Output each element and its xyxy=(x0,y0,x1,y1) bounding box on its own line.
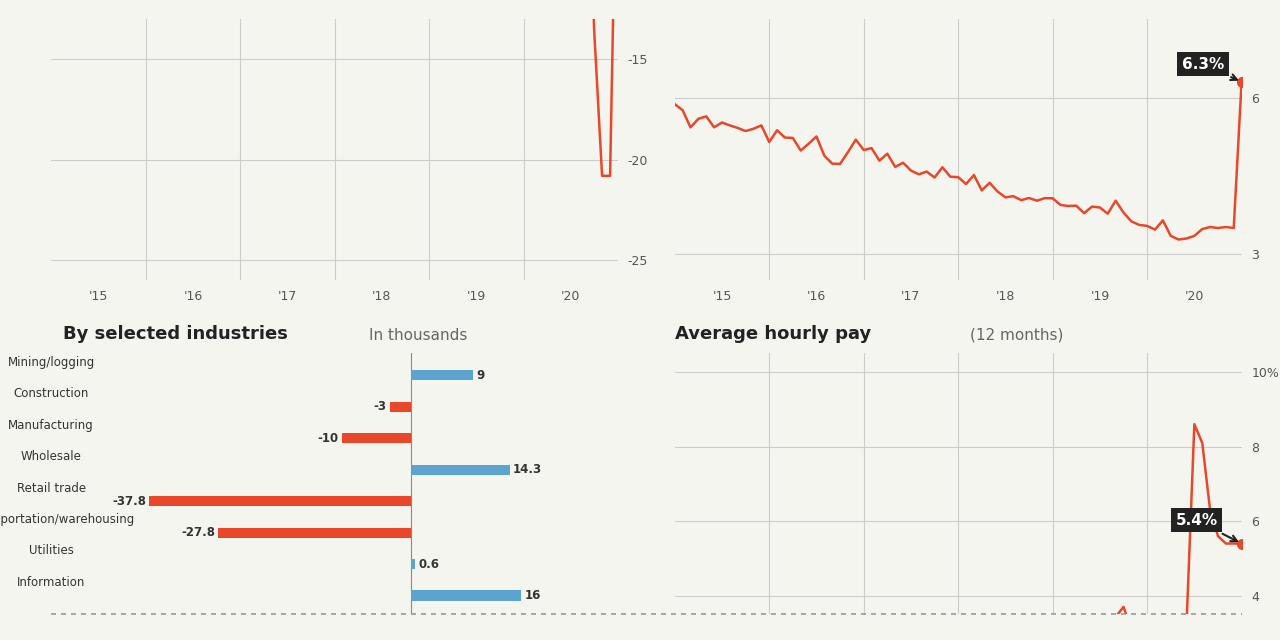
Text: 16: 16 xyxy=(525,589,541,602)
Text: Information: Information xyxy=(17,576,86,589)
Text: Utilities: Utilities xyxy=(28,545,74,557)
Text: Construction: Construction xyxy=(14,387,88,400)
Text: 14.3: 14.3 xyxy=(513,463,543,476)
Text: Average hourly pay: Average hourly pay xyxy=(675,325,870,343)
Bar xyxy=(342,433,411,444)
Bar xyxy=(390,402,411,412)
Bar xyxy=(411,465,509,475)
Text: -10: -10 xyxy=(317,432,338,445)
Text: Transportation/warehousing: Transportation/warehousing xyxy=(0,513,134,526)
Text: Wholesale: Wholesale xyxy=(20,450,82,463)
Bar xyxy=(411,591,521,600)
Text: Retail trade: Retail trade xyxy=(17,481,86,495)
Bar xyxy=(411,559,415,569)
Text: -3: -3 xyxy=(374,400,387,413)
Text: In thousands: In thousands xyxy=(369,328,467,343)
Text: -27.8: -27.8 xyxy=(180,526,215,539)
Text: 5.4%: 5.4% xyxy=(1175,513,1236,541)
Bar xyxy=(150,496,411,506)
Text: Manufacturing: Manufacturing xyxy=(9,419,93,431)
Bar xyxy=(219,527,411,538)
Text: 6.3%: 6.3% xyxy=(1181,57,1236,80)
Text: Mining/logging: Mining/logging xyxy=(8,356,95,369)
Text: (12 months): (12 months) xyxy=(969,328,1062,343)
Bar xyxy=(411,371,472,380)
Text: -37.8: -37.8 xyxy=(111,495,146,508)
Text: By selected industries: By selected industries xyxy=(63,325,288,343)
Text: 0.6: 0.6 xyxy=(419,557,439,571)
Text: 9: 9 xyxy=(476,369,485,382)
